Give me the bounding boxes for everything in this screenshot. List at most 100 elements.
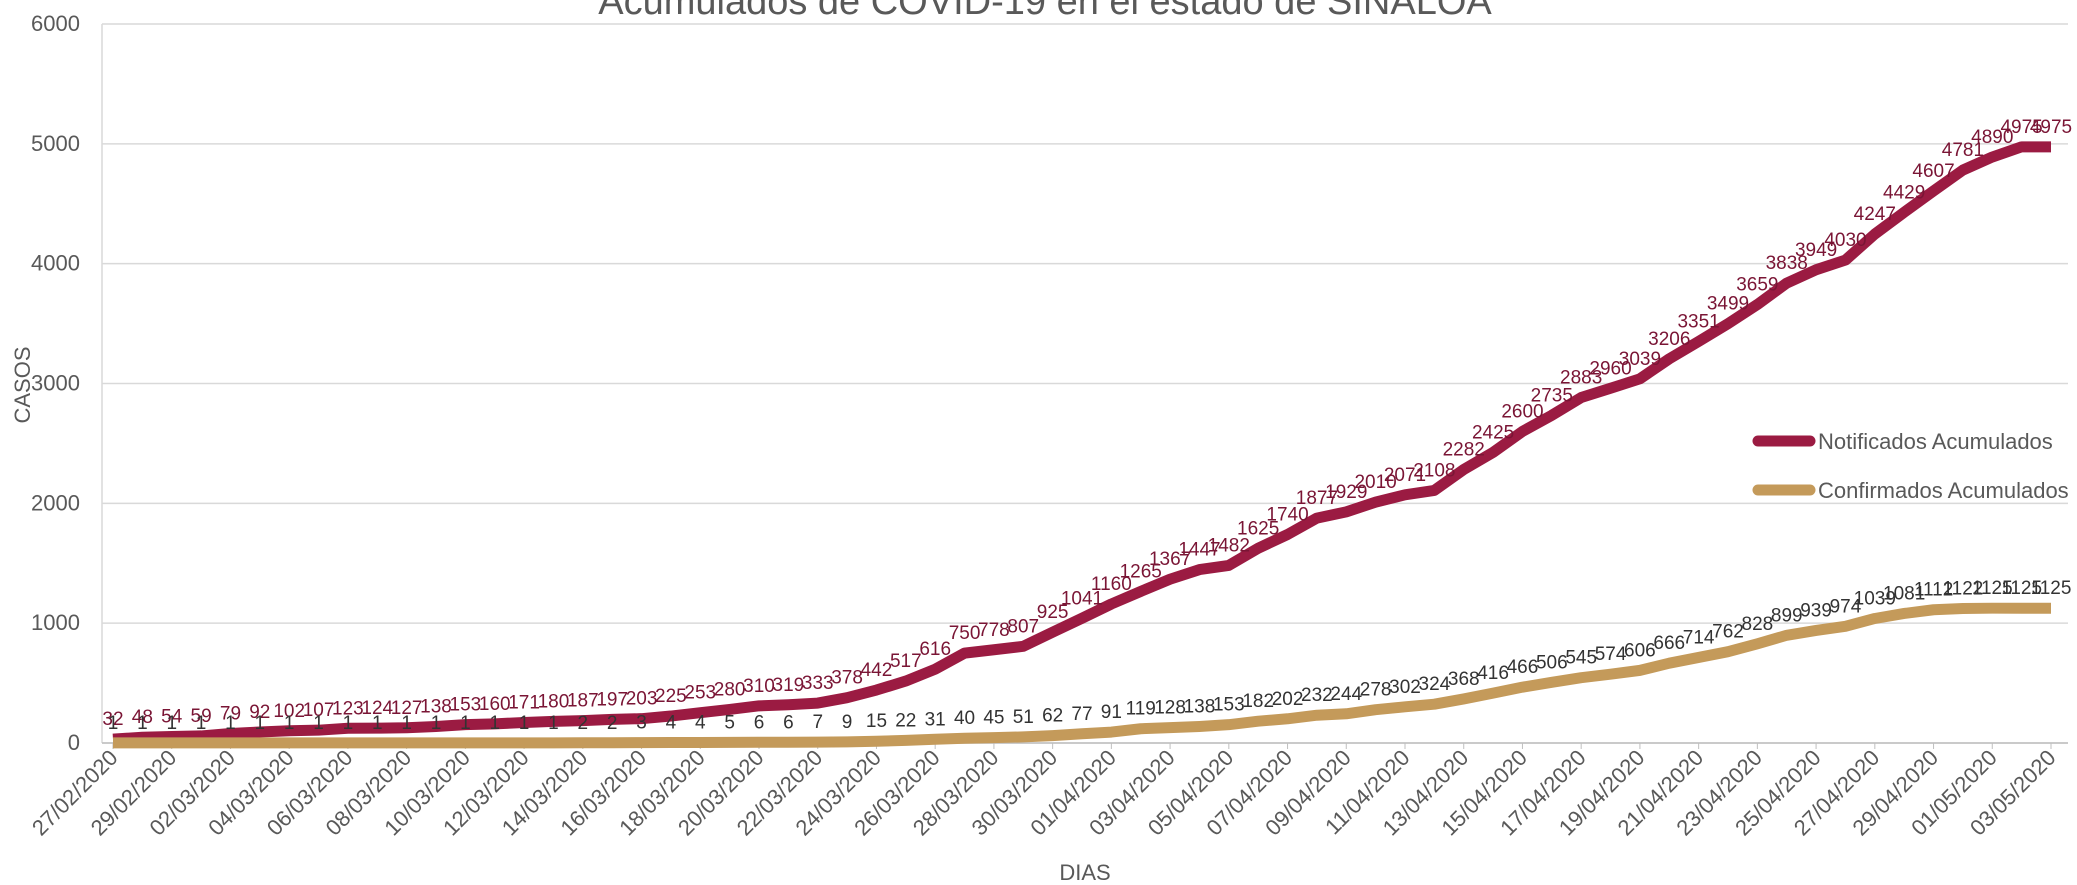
data-label: 92 <box>249 702 270 723</box>
data-label: 4 <box>695 713 706 734</box>
data-label: 6 <box>754 712 765 733</box>
data-label: 1 <box>255 713 266 734</box>
data-label: 1 <box>166 713 177 734</box>
data-label: 278 <box>1360 680 1392 701</box>
data-label: 54 <box>161 707 183 728</box>
data-label: 1122 <box>1942 579 1983 600</box>
data-label: 4890 <box>1971 127 2013 148</box>
data-label: 442 <box>861 660 893 681</box>
data-label: 2010 <box>1354 472 1396 493</box>
data-label: 124 <box>361 698 393 719</box>
data-label: 22 <box>895 710 916 731</box>
data-label: 127 <box>391 698 423 719</box>
data-label: 4429 <box>1883 182 1925 203</box>
data-label: 119 <box>1126 699 1156 720</box>
data-label: 1 <box>401 713 412 734</box>
data-label: 1265 <box>1120 561 1162 582</box>
data-label: 1081 <box>1883 583 1925 604</box>
data-label: 466 <box>1507 657 1539 678</box>
data-label: 3351 <box>1677 311 1719 332</box>
data-label: 2071 <box>1384 465 1426 486</box>
data-label: 2960 <box>1589 358 1631 379</box>
data-label: 91 <box>1101 702 1122 723</box>
data-label: 3659 <box>1736 275 1778 296</box>
data-label: 2108 <box>1413 460 1455 481</box>
data-label: 1125 <box>1972 578 2013 599</box>
data-label: 368 <box>1448 669 1480 690</box>
data-label: 31 <box>925 709 946 730</box>
data-label: 807 <box>1007 616 1039 637</box>
data-label: 574 <box>1595 644 1627 665</box>
data-label: 51 <box>1013 707 1034 728</box>
data-label: 32 <box>102 709 123 730</box>
data-label: 899 <box>1771 605 1803 626</box>
data-label: 378 <box>831 668 863 689</box>
data-label: 3949 <box>1795 240 1837 261</box>
data-label: 925 <box>1037 602 1069 623</box>
data-label: 778 <box>978 620 1010 641</box>
data-label: 1740 <box>1266 504 1308 525</box>
y-tick-label: 3000 <box>31 371 80 396</box>
data-label: 202 <box>1272 689 1304 710</box>
data-label: 1 <box>519 713 530 734</box>
data-label: 153 <box>1213 695 1245 716</box>
data-label: 4607 <box>1912 161 1954 182</box>
data-label: 102 <box>273 701 305 722</box>
data-label: 2735 <box>1531 385 1573 406</box>
data-label: 939 <box>1800 600 1832 621</box>
data-label: 3499 <box>1707 294 1749 315</box>
data-label: 1 <box>313 713 324 734</box>
data-label: 974 <box>1830 596 1862 617</box>
data-label: 62 <box>1042 706 1063 727</box>
x-axis-title: DIAS <box>1059 860 1110 885</box>
legend-label: Notificados Acumulados <box>1818 429 2053 454</box>
data-label: 171 <box>508 693 540 714</box>
data-label: 182 <box>1242 691 1274 712</box>
data-label: 616 <box>919 639 951 660</box>
data-label: 280 <box>714 679 746 700</box>
data-label: 1041 <box>1061 588 1103 609</box>
data-label: 319 <box>773 675 805 696</box>
data-label: 4 <box>666 713 677 734</box>
data-label: 225 <box>655 686 687 707</box>
data-label: 1039 <box>1854 588 1896 609</box>
data-label: 1160 <box>1091 574 1132 595</box>
data-label: 138 <box>1184 696 1216 717</box>
data-label: 203 <box>626 689 658 710</box>
data-label: 1112 <box>1914 580 1953 601</box>
data-label: 2600 <box>1501 401 1543 422</box>
data-label: 77 <box>1071 704 1092 725</box>
data-label: 1 <box>137 713 148 734</box>
y-tick-label: 5000 <box>31 131 80 156</box>
data-label: 3 <box>636 713 647 734</box>
data-label: 2883 <box>1560 368 1602 389</box>
data-label: 762 <box>1712 622 1744 643</box>
y-axis-title: CASOS <box>10 346 35 423</box>
data-label: 1 <box>225 713 236 734</box>
data-label: 324 <box>1419 674 1451 695</box>
y-tick-label: 6000 <box>31 11 80 36</box>
data-label: 2 <box>607 713 618 734</box>
data-label: 1625 <box>1237 518 1279 539</box>
data-label: 666 <box>1653 633 1685 654</box>
data-label: 123 <box>332 698 364 719</box>
data-label: 1125 <box>2001 578 2042 599</box>
data-label: 3838 <box>1766 253 1808 274</box>
data-label: 2425 <box>1472 422 1514 443</box>
data-label: 197 <box>596 689 628 710</box>
data-label: 45 <box>983 708 1004 729</box>
data-label: 79 <box>220 704 241 725</box>
data-label: 160 <box>479 694 511 715</box>
data-label: 48 <box>132 707 153 728</box>
data-label: 107 <box>303 700 335 721</box>
data-label: 750 <box>949 623 981 644</box>
data-label: 517 <box>890 651 922 672</box>
data-label: 4030 <box>1824 230 1866 251</box>
data-label: 1447 <box>1178 540 1220 561</box>
data-label: 1 <box>343 713 354 734</box>
data-label: 4975 <box>2030 117 2072 138</box>
series-line <box>112 141 2051 745</box>
data-label: 2 <box>578 713 589 734</box>
data-label: 1877 <box>1296 488 1338 509</box>
